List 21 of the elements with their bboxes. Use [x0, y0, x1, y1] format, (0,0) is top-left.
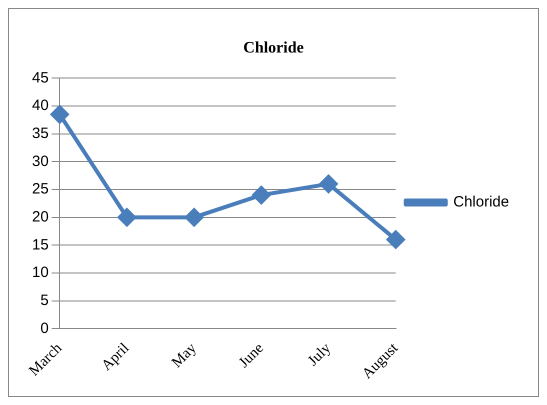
point — [118, 208, 136, 226]
chart-title: Chloride — [243, 40, 304, 57]
legend-label: Chloride — [453, 194, 510, 211]
y-tick-label: 40 — [32, 97, 49, 114]
y-tick-label: 20 — [32, 208, 49, 226]
y-tick-label: 45 — [32, 69, 49, 86]
point — [252, 186, 270, 204]
x-tick-label: May — [168, 340, 200, 372]
point — [185, 208, 204, 226]
x-tick-label: June — [236, 340, 268, 372]
y-tick-label: 15 — [32, 236, 49, 254]
point — [320, 174, 338, 193]
y-tick-label: 25 — [32, 180, 49, 198]
y-tick-label: 30 — [32, 152, 49, 170]
point — [50, 105, 69, 124]
y-tick-label: 5 — [40, 292, 49, 309]
x-tick-label: July — [305, 340, 334, 370]
y-tick-label: 10 — [32, 264, 49, 282]
y-tick-label: 35 — [32, 124, 49, 142]
y-tick-label: 0 — [40, 320, 49, 337]
point — [386, 230, 405, 249]
